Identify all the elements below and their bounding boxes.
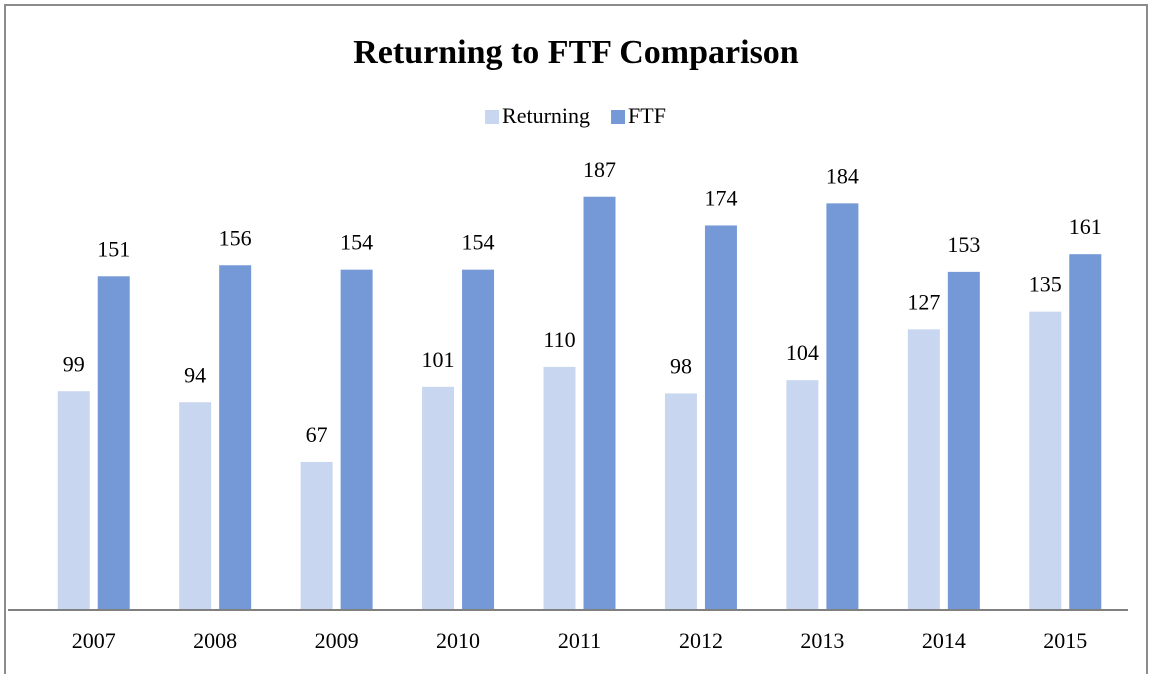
bar bbox=[219, 265, 252, 610]
data-label: 94 bbox=[184, 362, 206, 387]
bar bbox=[583, 196, 616, 611]
x-tick-label: 2011 bbox=[558, 628, 601, 653]
bar bbox=[543, 366, 576, 610]
bar bbox=[300, 461, 333, 610]
data-label: 187 bbox=[583, 157, 616, 182]
bar bbox=[422, 386, 455, 610]
x-tick-label: 2015 bbox=[1043, 628, 1087, 653]
data-label: 161 bbox=[1069, 214, 1102, 239]
data-label: 135 bbox=[1029, 272, 1062, 297]
data-label: 184 bbox=[826, 163, 859, 188]
bar bbox=[786, 380, 819, 610]
bar bbox=[179, 402, 212, 610]
x-tick-label: 2010 bbox=[436, 628, 480, 653]
bar bbox=[907, 329, 940, 610]
data-label: 110 bbox=[543, 327, 575, 352]
data-label: 67 bbox=[306, 422, 328, 447]
bar bbox=[97, 276, 130, 610]
x-tick-label: 2014 bbox=[922, 628, 966, 653]
data-label: 98 bbox=[670, 353, 692, 378]
bar bbox=[826, 203, 859, 611]
data-label: 154 bbox=[340, 230, 373, 255]
bar bbox=[1069, 254, 1102, 610]
chart-frame bbox=[4, 4, 1148, 674]
x-tick-label: 2008 bbox=[193, 628, 237, 653]
data-label: 156 bbox=[219, 225, 252, 250]
x-tick-label: 2013 bbox=[800, 628, 844, 653]
legend-swatch bbox=[611, 110, 626, 124]
bar bbox=[664, 393, 697, 610]
bar bbox=[57, 391, 90, 610]
data-label: 101 bbox=[422, 347, 455, 372]
data-label: 174 bbox=[704, 186, 737, 211]
bar bbox=[1029, 311, 1062, 610]
x-tick-label: 2007 bbox=[72, 628, 116, 653]
data-label: 104 bbox=[786, 340, 819, 365]
data-label: 99 bbox=[63, 351, 85, 376]
x-tick-label: 2009 bbox=[315, 628, 359, 653]
data-label: 153 bbox=[947, 232, 980, 257]
x-tick-label: 2012 bbox=[679, 628, 723, 653]
bar bbox=[462, 269, 495, 610]
bar bbox=[947, 271, 980, 610]
legend-label: FTF bbox=[628, 103, 666, 128]
bar bbox=[340, 269, 373, 610]
legend-swatch bbox=[485, 110, 500, 124]
bar bbox=[704, 225, 737, 610]
legend-label: Returning bbox=[502, 103, 590, 128]
data-label: 127 bbox=[907, 289, 940, 314]
data-label: 151 bbox=[97, 236, 130, 261]
data-label: 154 bbox=[462, 230, 495, 255]
chart-title: Returning to FTF Comparison bbox=[353, 34, 799, 71]
